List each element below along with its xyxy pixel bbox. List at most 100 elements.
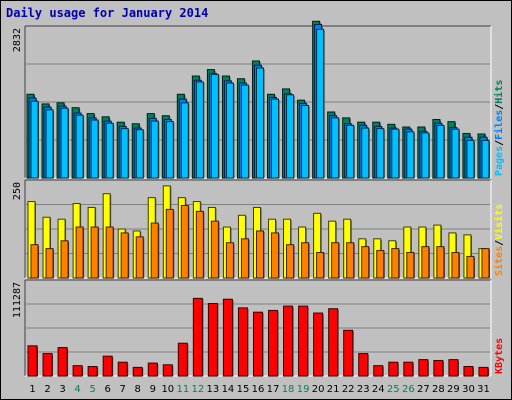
y-max-label-2: 250	[12, 182, 23, 200]
bar-kbytes-day-23	[358, 353, 369, 377]
legend-separator: /	[494, 140, 505, 146]
bar-pages-day-23	[361, 127, 370, 179]
bar-kbytes-day-5	[87, 366, 98, 377]
bar-kbytes-day-18	[283, 305, 294, 377]
bar-sites-day-21	[331, 242, 340, 279]
bar-sites-day-25	[391, 248, 400, 279]
x-tick-label-day-30: 30	[462, 384, 475, 395]
x-tick-label-day-8: 8	[135, 384, 141, 395]
bar-pages-day-25	[391, 128, 400, 179]
x-tick-label-day-5: 5	[89, 384, 95, 395]
bar-pages-day-6	[105, 122, 114, 179]
x-tick-label-day-10: 10	[161, 384, 174, 395]
bar-kbytes-day-7	[117, 361, 128, 377]
x-tick-label-day-21: 21	[327, 384, 340, 395]
bar-sites-day-19	[301, 242, 310, 279]
bar-sites-day-13	[210, 220, 219, 279]
bar-kbytes-day-27	[418, 359, 429, 377]
legend-item-pages: Pages	[494, 146, 505, 176]
legend-item-kbytes: KBytes	[494, 338, 505, 374]
bar-pages-day-19	[301, 105, 310, 179]
bar-kbytes-day-1	[27, 345, 38, 377]
x-tick-label-day-12: 12	[192, 384, 205, 395]
bar-kbytes-day-9	[147, 362, 158, 377]
bar-kbytes-day-28	[433, 359, 444, 377]
bar-kbytes-day-13	[207, 303, 218, 377]
chart-title: Daily usage for January 2014	[6, 6, 209, 20]
bar-sites-day-31	[481, 248, 490, 279]
legend-separator: /	[494, 104, 505, 110]
x-tick-label-day-28: 28	[432, 384, 445, 395]
bar-pages-day-24	[376, 128, 385, 179]
x-tick-label-day-18: 18	[282, 384, 295, 395]
bar-pages-day-13	[210, 73, 219, 179]
bar-sites-day-14	[225, 242, 234, 279]
x-tick-label-day-14: 14	[222, 384, 235, 395]
bar-pages-day-17	[271, 98, 280, 179]
bar-sites-day-29	[451, 252, 460, 279]
x-tick-label-day-24: 24	[372, 384, 385, 395]
bar-kbytes-day-31	[478, 366, 489, 377]
bar-pages-day-9	[150, 120, 159, 179]
bar-sites-day-12	[195, 210, 204, 279]
x-tick-label-day-23: 23	[357, 384, 370, 395]
x-tick-label-day-13: 13	[207, 384, 220, 395]
y-max-label-1: 2832	[12, 28, 23, 52]
bar-kbytes-day-26	[403, 361, 414, 377]
bar-pages-day-3	[60, 107, 69, 179]
bar-pages-day-27	[421, 132, 430, 179]
bar-kbytes-day-25	[388, 361, 399, 377]
legend-item-visits: Visits	[493, 204, 505, 240]
bar-kbytes-day-24	[373, 365, 384, 377]
bar-kbytes-day-2	[42, 353, 53, 377]
x-tick-label-day-2: 2	[44, 384, 50, 395]
bar-kbytes-day-11	[177, 342, 188, 377]
x-tick-label-day-4: 4	[74, 384, 80, 395]
x-tick-label-day-15: 15	[237, 384, 250, 395]
bar-sites-day-10	[165, 208, 174, 279]
bar-pages-day-30	[466, 139, 475, 179]
bar-sites-day-7	[120, 232, 129, 279]
x-tick-label-day-26: 26	[402, 384, 415, 395]
bar-sites-day-30	[466, 255, 475, 279]
bar-pages-day-8	[135, 129, 144, 179]
bar-kbytes-day-15	[237, 307, 248, 377]
bar-pages-day-16	[255, 67, 264, 179]
bar-sites-day-1	[30, 244, 39, 279]
x-tick-label-day-27: 27	[417, 384, 430, 395]
bar-sites-day-8	[135, 236, 144, 279]
bar-pages-day-10	[165, 121, 174, 179]
bar-pages-day-21	[331, 117, 340, 179]
bar-kbytes-day-20	[313, 312, 324, 377]
bar-pages-day-20	[316, 28, 325, 179]
bar-pages-day-12	[195, 81, 204, 179]
x-tick-label-day-11: 11	[176, 384, 189, 395]
x-tick-label-day-6: 6	[104, 384, 110, 395]
bar-kbytes-day-21	[328, 308, 339, 377]
bar-pages-day-28	[436, 124, 445, 179]
bar-sites-day-16	[255, 230, 264, 279]
legend-item-hits: Hits	[493, 80, 505, 104]
y-max-label-3: 111287	[12, 282, 23, 318]
bar-sites-day-18	[286, 244, 295, 279]
x-tick-label-day-3: 3	[59, 384, 65, 395]
bar-sites-day-5	[90, 226, 99, 279]
bar-pages-day-18	[286, 94, 295, 179]
bar-pages-day-22	[346, 124, 355, 179]
bar-kbytes-day-6	[102, 355, 113, 377]
bar-pages-day-1	[30, 100, 39, 179]
legend-item-sites: Sites	[493, 246, 505, 276]
x-tick-label-day-7: 7	[120, 384, 126, 395]
x-tick-label-day-17: 17	[267, 384, 280, 395]
x-tick-label-day-31: 31	[477, 384, 490, 395]
bar-kbytes-day-4	[72, 365, 83, 377]
x-tick-label-day-29: 29	[447, 384, 460, 395]
bar-kbytes-day-8	[132, 366, 143, 377]
x-tick-label-day-9: 9	[150, 384, 156, 395]
bar-sites-day-11	[180, 204, 189, 279]
x-tick-label-day-20: 20	[312, 384, 325, 395]
bar-pages-day-5	[90, 119, 99, 179]
bar-kbytes-day-17	[268, 309, 279, 377]
bar-kbytes-day-30	[463, 366, 474, 377]
